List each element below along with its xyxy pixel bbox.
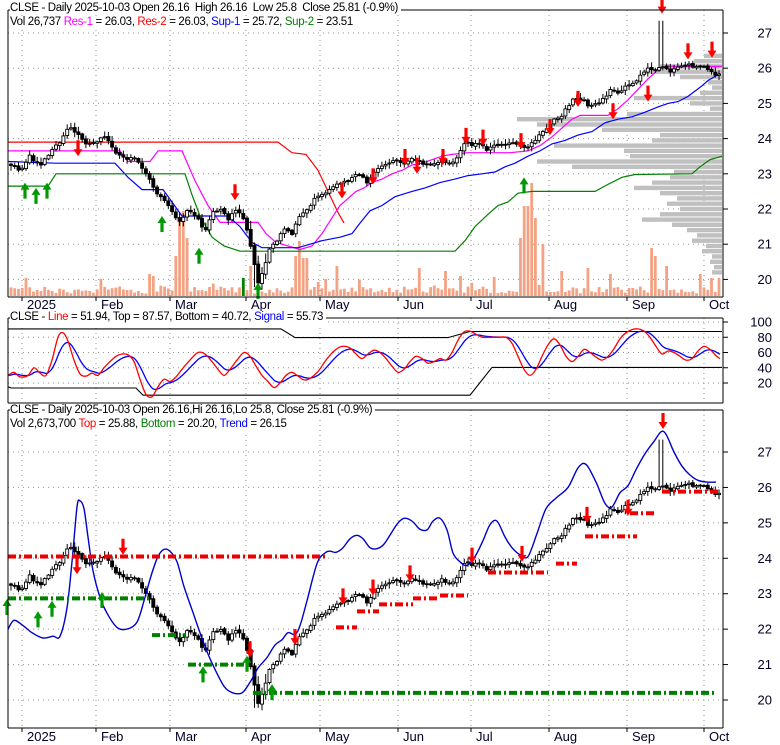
svg-text:40: 40 (758, 360, 772, 375)
oscillator-title-segment: = 55.73 (283, 311, 324, 323)
svg-text:Jul: Jul (476, 297, 493, 312)
oscillator-title-segment: Line (47, 311, 69, 323)
trend-subtitle-segment: = 20.20, (175, 418, 220, 430)
trend-subtitle-segment: Vol 2,673,700 (10, 418, 79, 430)
svg-text:Feb: Feb (101, 729, 123, 744)
svg-text:22: 22 (758, 202, 772, 217)
svg-text:80: 80 (758, 330, 772, 345)
svg-text:Jul: Jul (476, 729, 493, 744)
price-panel-title: CLSE - Daily 2025-10-03 Open 26.16 High … (10, 2, 401, 15)
price-subtitle-segment: Vol 26,737 (10, 16, 64, 28)
candlesticks (9, 20, 721, 290)
svg-text:Jun: Jun (403, 729, 424, 744)
svg-text:Jun: Jun (403, 297, 424, 312)
trend-subtitle-segment: Top (78, 418, 96, 430)
trend-subtitle-segment: = 26.15 (247, 418, 287, 430)
price-panel-indicators: Vol 26,737 Res-1 = 26.03, Res-2 = 26.03,… (10, 16, 356, 29)
oscillator-title-segment: = 51.94, Top = 87.57, Bottom = 40.72, (68, 311, 255, 323)
svg-text:Sep: Sep (632, 297, 655, 312)
top-resistance-levels (8, 489, 720, 630)
svg-text:100: 100 (750, 315, 772, 330)
svg-text:2025: 2025 (27, 729, 56, 744)
svg-text:22: 22 (758, 622, 772, 637)
svg-text:23: 23 (758, 166, 772, 181)
price-subtitle-segment: = 23.51 (313, 16, 354, 28)
svg-text:Oct: Oct (709, 729, 730, 744)
candlesticks (9, 439, 721, 711)
trend-title-segment: CLSE - Daily 2025-10-03 Open 26.16,Hi 26… (10, 404, 373, 416)
svg-text:60: 60 (758, 345, 772, 360)
svg-text:Apr: Apr (251, 297, 272, 312)
price-subtitle-segment: = 26.03, (166, 16, 212, 28)
svg-text:20: 20 (758, 376, 772, 391)
svg-text:25: 25 (758, 515, 772, 530)
oscillator-panel-title: CLSE - Line = 51.94, Top = 87.57, Bottom… (10, 311, 327, 324)
price-subtitle-segment: = 25.72, (240, 16, 285, 28)
svg-text:Apr: Apr (251, 729, 272, 744)
svg-text:Aug: Aug (554, 297, 577, 312)
trend-panel[interactable]: 27 26 25 24 23 22 21 20 2025 Feb Mar Apr May Jun Jul Au… (2, 409, 773, 744)
svg-text:Sep: Sep (632, 729, 655, 744)
price-title-segment: CLSE - Daily 2025-10-03 Open 26.16 High … (10, 2, 398, 14)
trend-subtitle-segment: = 25.88, (95, 418, 141, 430)
svg-text:23: 23 (758, 586, 772, 601)
svg-text:27: 27 (758, 26, 772, 41)
svg-text:24: 24 (758, 131, 772, 146)
svg-text:21: 21 (758, 237, 772, 252)
price-panel[interactable]: 27 26 25 24 23 22 21 20 2025 Feb Mar Apr May Jun Jul Au… (7, 0, 772, 312)
volume-bars (9, 183, 721, 296)
svg-text:25: 25 (758, 96, 772, 111)
svg-text:May: May (325, 297, 350, 312)
svg-text:Aug: Aug (554, 729, 577, 744)
oscillator-title-segment: CLSE - (10, 311, 48, 323)
svg-text:2025: 2025 (27, 297, 56, 312)
price-subtitle-segment: Sup-2 (284, 16, 314, 28)
volume-by-price-histogram (517, 53, 722, 275)
svg-text:24: 24 (758, 551, 772, 566)
trend-panel-title: CLSE - Daily 2025-10-03 Open 26.16,Hi 26… (10, 404, 376, 417)
svg-text:Feb: Feb (101, 297, 123, 312)
price-subtitle-segment: Res-1 (63, 16, 93, 28)
svg-text:27: 27 (758, 445, 772, 460)
price-subtitle-segment: = 26.03, (92, 16, 138, 28)
signal-arrows (20, 0, 717, 299)
trend-subtitle-segment: Bottom (140, 418, 176, 430)
svg-text:Mar: Mar (175, 729, 198, 744)
bottom-support-levels (8, 596, 717, 695)
svg-text:Mar: Mar (175, 297, 198, 312)
price-subtitle-segment: Res-2 (137, 16, 167, 28)
svg-text:May: May (325, 729, 350, 744)
signal-arrows (2, 412, 668, 701)
svg-text:Oct: Oct (709, 297, 730, 312)
svg-text:20: 20 (758, 693, 772, 708)
oscillator-title-segment: Signal (254, 311, 284, 323)
trend-subtitle-segment: Trend (219, 418, 248, 430)
svg-text:20: 20 (758, 272, 772, 287)
svg-text:21: 21 (758, 657, 772, 672)
svg-text:26: 26 (758, 61, 772, 76)
svg-text:26: 26 (758, 480, 772, 495)
trend-panel-indicators: Vol 2,673,700 Top = 25.88, Bottom = 20.2… (10, 418, 290, 431)
price-subtitle-segment: Sup-1 (211, 16, 241, 28)
